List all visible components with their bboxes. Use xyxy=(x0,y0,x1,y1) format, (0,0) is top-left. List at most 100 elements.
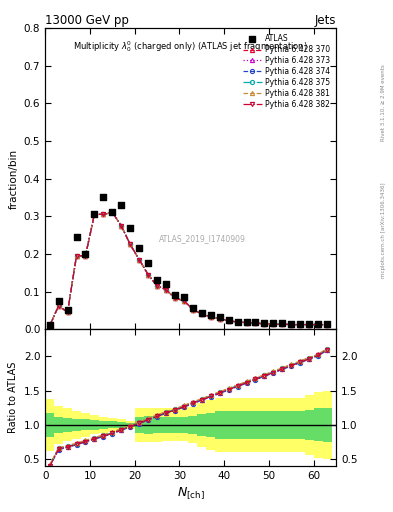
Pythia 6.428 382 xyxy=(226,318,231,324)
Pythia 6.428 373 xyxy=(65,309,70,315)
ATLAS xyxy=(64,306,71,314)
ATLAS xyxy=(145,259,151,267)
Pythia 6.428 370 xyxy=(280,321,285,327)
Pythia 6.428 375 xyxy=(101,211,106,218)
Pythia 6.428 381 xyxy=(280,321,285,327)
Pythia 6.428 370 xyxy=(325,322,329,328)
ATLAS xyxy=(118,201,125,209)
Pythia 6.428 381 xyxy=(101,211,106,218)
Pythia 6.428 373 xyxy=(217,315,222,322)
Pythia 6.428 373 xyxy=(56,303,61,309)
ATLAS xyxy=(297,320,303,328)
ATLAS xyxy=(55,297,62,305)
Pythia 6.428 382 xyxy=(83,253,88,259)
Pythia 6.428 373 xyxy=(92,211,97,218)
ATLAS xyxy=(288,320,294,328)
ATLAS xyxy=(270,319,277,328)
Pythia 6.428 375 xyxy=(199,311,204,317)
Pythia 6.428 381 xyxy=(199,311,204,317)
Legend: ATLAS, Pythia 6.428 370, Pythia 6.428 373, Pythia 6.428 374, Pythia 6.428 375, P: ATLAS, Pythia 6.428 370, Pythia 6.428 37… xyxy=(241,32,332,111)
Line: Pythia 6.428 373: Pythia 6.428 373 xyxy=(48,210,329,328)
Pythia 6.428 381 xyxy=(235,319,240,325)
Pythia 6.428 374 xyxy=(289,322,294,328)
Pythia 6.428 373 xyxy=(271,321,276,327)
Pythia 6.428 382 xyxy=(307,322,312,328)
Pythia 6.428 382 xyxy=(325,322,329,328)
ATLAS xyxy=(235,317,241,326)
Pythia 6.428 374 xyxy=(128,241,132,247)
Pythia 6.428 370 xyxy=(92,211,97,218)
Pythia 6.428 373 xyxy=(226,318,231,324)
Pythia 6.428 382 xyxy=(128,241,132,247)
ATLAS xyxy=(190,304,196,312)
Pythia 6.428 375 xyxy=(146,271,151,278)
Text: Jets: Jets xyxy=(314,14,336,27)
Pythia 6.428 375 xyxy=(298,322,303,328)
Pythia 6.428 374 xyxy=(65,309,70,315)
Pythia 6.428 374 xyxy=(253,320,258,326)
Pythia 6.428 382 xyxy=(101,211,106,218)
Pythia 6.428 382 xyxy=(244,319,249,326)
ATLAS xyxy=(91,210,97,219)
Pythia 6.428 370 xyxy=(191,307,195,313)
Pythia 6.428 381 xyxy=(316,322,320,328)
Pythia 6.428 373 xyxy=(101,211,106,218)
Pythia 6.428 381 xyxy=(271,321,276,327)
Pythia 6.428 373 xyxy=(182,297,186,304)
Pythia 6.428 382 xyxy=(262,321,267,327)
Pythia 6.428 374 xyxy=(163,287,168,293)
Pythia 6.428 381 xyxy=(307,322,312,328)
Pythia 6.428 370 xyxy=(56,303,61,309)
Pythia 6.428 382 xyxy=(199,311,204,317)
Pythia 6.428 374 xyxy=(271,321,276,327)
Pythia 6.428 375 xyxy=(325,322,329,328)
Pythia 6.428 374 xyxy=(146,271,151,278)
Pythia 6.428 373 xyxy=(289,322,294,328)
Pythia 6.428 375 xyxy=(128,241,132,247)
Pythia 6.428 375 xyxy=(65,309,70,315)
Pythia 6.428 381 xyxy=(244,319,249,326)
Pythia 6.428 374 xyxy=(74,253,79,259)
Pythia 6.428 381 xyxy=(262,321,267,327)
Pythia 6.428 382 xyxy=(92,211,97,218)
Pythia 6.428 373 xyxy=(253,320,258,326)
Pythia 6.428 374 xyxy=(235,319,240,325)
Y-axis label: Ratio to ATLAS: Ratio to ATLAS xyxy=(8,362,18,433)
ATLAS xyxy=(226,315,232,324)
Pythia 6.428 373 xyxy=(146,271,151,278)
Pythia 6.428 375 xyxy=(280,321,285,327)
Pythia 6.428 374 xyxy=(173,295,177,302)
Pythia 6.428 374 xyxy=(280,321,285,327)
Pythia 6.428 374 xyxy=(83,253,88,259)
Pythia 6.428 375 xyxy=(182,297,186,304)
Pythia 6.428 382 xyxy=(235,319,240,325)
Pythia 6.428 375 xyxy=(56,303,61,309)
Pythia 6.428 381 xyxy=(146,271,151,278)
Pythia 6.428 370 xyxy=(101,211,106,218)
Pythia 6.428 373 xyxy=(325,322,329,328)
Pythia 6.428 375 xyxy=(137,257,141,263)
Pythia 6.428 374 xyxy=(191,307,195,313)
Text: mcplots.cern.ch [arXiv:1306.3436]: mcplots.cern.ch [arXiv:1306.3436] xyxy=(381,183,386,278)
Pythia 6.428 370 xyxy=(298,322,303,328)
Pythia 6.428 375 xyxy=(307,322,312,328)
Pythia 6.428 382 xyxy=(316,322,320,328)
Text: Multiplicity $\lambda_0^0$ (charged only) (ATLAS jet fragmentation): Multiplicity $\lambda_0^0$ (charged only… xyxy=(73,39,308,54)
Pythia 6.428 375 xyxy=(163,287,168,293)
Pythia 6.428 381 xyxy=(298,322,303,328)
Text: Rivet 3.1.10, ≥ 2.9M events: Rivet 3.1.10, ≥ 2.9M events xyxy=(381,64,386,141)
Pythia 6.428 375 xyxy=(235,319,240,325)
Pythia 6.428 381 xyxy=(182,297,186,304)
Pythia 6.428 382 xyxy=(271,321,276,327)
Pythia 6.428 370 xyxy=(199,311,204,317)
Pythia 6.428 370 xyxy=(119,223,124,229)
Pythia 6.428 381 xyxy=(325,322,329,328)
Pythia 6.428 374 xyxy=(47,323,52,329)
Pythia 6.428 373 xyxy=(307,322,312,328)
Pythia 6.428 373 xyxy=(128,241,132,247)
Pythia 6.428 374 xyxy=(217,315,222,322)
ATLAS xyxy=(127,223,133,231)
ATLAS xyxy=(154,276,160,284)
Pythia 6.428 373 xyxy=(235,319,240,325)
Pythia 6.428 370 xyxy=(163,287,168,293)
